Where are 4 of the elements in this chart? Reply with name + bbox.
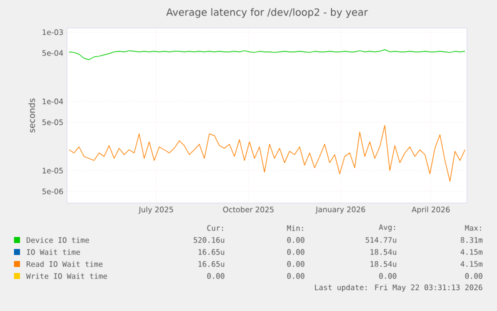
chart-title: Average latency for /dev/loop2 - by year (166, 8, 368, 18)
line-series (68, 125, 466, 182)
line-series (68, 49, 466, 60)
y-axis-title: seconds (28, 98, 35, 132)
